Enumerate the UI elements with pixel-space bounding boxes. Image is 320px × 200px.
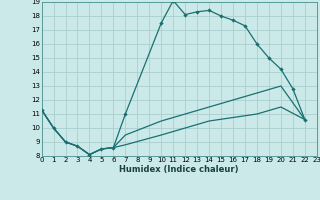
X-axis label: Humidex (Indice chaleur): Humidex (Indice chaleur) [119,165,239,174]
